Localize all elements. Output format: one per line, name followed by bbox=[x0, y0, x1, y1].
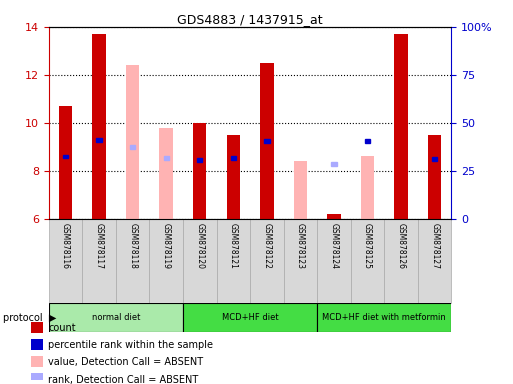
Bar bbox=[183, 219, 216, 303]
Text: normal diet: normal diet bbox=[92, 313, 140, 322]
Bar bbox=[82, 219, 116, 303]
Bar bbox=[284, 219, 317, 303]
Bar bbox=[160, 127, 173, 219]
Text: percentile rank within the sample: percentile rank within the sample bbox=[48, 340, 213, 350]
Bar bbox=[264, 139, 269, 143]
Bar bbox=[331, 162, 337, 166]
Bar bbox=[361, 157, 374, 219]
Text: rank, Detection Call = ABSENT: rank, Detection Call = ABSENT bbox=[48, 374, 199, 384]
Bar bbox=[59, 106, 72, 219]
Text: MCD+HF diet with metformin: MCD+HF diet with metformin bbox=[323, 313, 446, 322]
Text: value, Detection Call = ABSENT: value, Detection Call = ABSENT bbox=[48, 358, 204, 367]
Bar bbox=[96, 138, 102, 142]
Text: MCD+HF diet: MCD+HF diet bbox=[222, 313, 279, 322]
Text: GSM878116: GSM878116 bbox=[61, 223, 70, 269]
Bar bbox=[31, 322, 43, 333]
Text: GSM878119: GSM878119 bbox=[162, 223, 171, 269]
Bar bbox=[63, 155, 68, 159]
Bar bbox=[227, 135, 240, 219]
Bar bbox=[130, 145, 135, 149]
Bar bbox=[327, 214, 341, 219]
Text: GSM878123: GSM878123 bbox=[296, 223, 305, 269]
Bar bbox=[149, 219, 183, 303]
Bar bbox=[31, 356, 43, 367]
Bar bbox=[116, 219, 149, 303]
Text: GSM878121: GSM878121 bbox=[229, 223, 238, 269]
Bar bbox=[92, 34, 106, 219]
Bar bbox=[317, 219, 351, 303]
Bar bbox=[294, 161, 307, 219]
Bar bbox=[231, 156, 236, 160]
Text: GSM878127: GSM878127 bbox=[430, 223, 439, 269]
Bar bbox=[394, 34, 408, 219]
Bar bbox=[49, 303, 183, 332]
Bar bbox=[126, 65, 140, 219]
Bar bbox=[428, 135, 441, 219]
Text: GSM878124: GSM878124 bbox=[329, 223, 339, 269]
Bar bbox=[31, 339, 43, 350]
Bar bbox=[183, 303, 317, 332]
Bar bbox=[193, 123, 206, 219]
Bar bbox=[365, 139, 370, 143]
Bar bbox=[432, 157, 438, 161]
Bar bbox=[49, 219, 82, 303]
Bar bbox=[31, 373, 43, 384]
Bar bbox=[197, 158, 203, 162]
Bar bbox=[351, 219, 384, 303]
Text: protocol  ▶: protocol ▶ bbox=[3, 313, 56, 323]
Bar bbox=[260, 63, 273, 219]
Text: GSM878125: GSM878125 bbox=[363, 223, 372, 269]
Bar bbox=[384, 219, 418, 303]
Text: GSM878122: GSM878122 bbox=[262, 223, 271, 269]
Bar bbox=[418, 219, 451, 303]
Bar bbox=[250, 219, 284, 303]
Text: GSM878117: GSM878117 bbox=[94, 223, 104, 269]
Title: GDS4883 / 1437915_at: GDS4883 / 1437915_at bbox=[177, 13, 323, 26]
Text: count: count bbox=[48, 323, 76, 333]
Text: GSM878126: GSM878126 bbox=[397, 223, 406, 269]
Text: GSM878118: GSM878118 bbox=[128, 223, 137, 269]
Bar bbox=[164, 156, 169, 160]
Text: GSM878120: GSM878120 bbox=[195, 223, 204, 269]
Bar bbox=[216, 219, 250, 303]
Bar bbox=[317, 303, 451, 332]
